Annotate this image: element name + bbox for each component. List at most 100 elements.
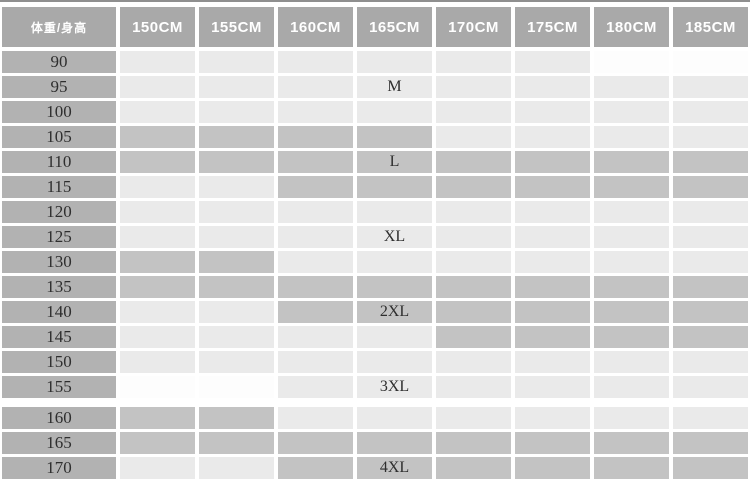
- grid-cell: [515, 351, 590, 373]
- grid-cell: [515, 176, 590, 198]
- weight-label-cell: 115: [2, 176, 116, 198]
- grid-cell: [120, 51, 195, 73]
- grid-cell: [199, 251, 274, 273]
- grid-cell: [594, 326, 669, 348]
- column-header-185cm: 185CM: [673, 7, 748, 47]
- table-row: 140 2XL: [2, 301, 748, 323]
- corner-header-cell: 体重/身高: [2, 7, 116, 47]
- grid-cell: [594, 457, 669, 479]
- grid-cell: [673, 457, 748, 479]
- grid-cell: [357, 176, 432, 198]
- grid-cell: [199, 432, 274, 454]
- table-row: 155 3XL: [2, 376, 748, 398]
- weight-label-cell: 130: [2, 251, 116, 273]
- grid-cell: [120, 301, 195, 323]
- grid-cell: [278, 76, 353, 98]
- table-row: 105: [2, 126, 748, 148]
- grid-cell: [436, 276, 511, 298]
- grid-cell: [278, 432, 353, 454]
- grid-cell: [120, 432, 195, 454]
- grid-cell: [199, 126, 274, 148]
- table-row: 110 L: [2, 151, 748, 173]
- grid-cell: [357, 201, 432, 223]
- grid-cell: [673, 276, 748, 298]
- grid-cell: [120, 376, 195, 398]
- grid-cell: [594, 176, 669, 198]
- grid-cell: [594, 251, 669, 273]
- grid-cell: [120, 176, 195, 198]
- size-label-cell: L: [357, 151, 432, 173]
- grid-cell: [120, 76, 195, 98]
- grid-cell: [120, 457, 195, 479]
- grid-cell: [436, 226, 511, 248]
- grid-cell: [199, 201, 274, 223]
- grid-cell: [120, 226, 195, 248]
- weight-label-cell: 125: [2, 226, 116, 248]
- grid-cell: [357, 51, 432, 73]
- grid-cell: [278, 101, 353, 123]
- grid-cell: [357, 432, 432, 454]
- grid-cell: [120, 326, 195, 348]
- table-row: 95 M: [2, 76, 748, 98]
- size-label-cell: XL: [357, 226, 432, 248]
- grid-cell: [278, 276, 353, 298]
- grid-cell: [120, 276, 195, 298]
- grid-cell: [673, 51, 748, 73]
- grid-cell: [436, 151, 511, 173]
- grid-cell: [436, 376, 511, 398]
- weight-label-cell: 145: [2, 326, 116, 348]
- grid-cell: [515, 151, 590, 173]
- table-row: 130: [2, 251, 748, 273]
- grid-cell: [436, 407, 511, 429]
- size-label-cell: 3XL: [357, 376, 432, 398]
- grid-cell: [120, 101, 195, 123]
- grid-cell: [436, 301, 511, 323]
- column-header-155cm: 155CM: [199, 7, 274, 47]
- grid-cell: [278, 407, 353, 429]
- grid-cell: [594, 201, 669, 223]
- grid-cell: [594, 226, 669, 248]
- grid-cell: [199, 226, 274, 248]
- grid-cell: [199, 407, 274, 429]
- grid-cell: [673, 301, 748, 323]
- grid-cell: [515, 126, 590, 148]
- grid-cell: [357, 101, 432, 123]
- grid-cell: [436, 432, 511, 454]
- column-header-165cm: 165CM: [357, 7, 432, 47]
- grid-cell: [515, 251, 590, 273]
- grid-cell: [278, 376, 353, 398]
- grid-cell: [278, 326, 353, 348]
- grid-cell: [515, 51, 590, 73]
- grid-cell: [673, 376, 748, 398]
- header-row: 体重/身高 150CM 155CM 160CM 165CM 170CM 175C…: [2, 7, 748, 47]
- grid-cell: [199, 301, 274, 323]
- grid-cell: [199, 176, 274, 198]
- grid-cell: [515, 101, 590, 123]
- grid-cell: [673, 151, 748, 173]
- weight-label-cell: 105: [2, 126, 116, 148]
- size-label-cell: M: [357, 76, 432, 98]
- table-row: 145: [2, 326, 748, 348]
- column-header-170cm: 170CM: [436, 7, 511, 47]
- grid-cell: [673, 251, 748, 273]
- grid-cell: [673, 176, 748, 198]
- grid-cell: [594, 101, 669, 123]
- grid-cell: [594, 376, 669, 398]
- grid-cell: [357, 251, 432, 273]
- grid-cell: [594, 151, 669, 173]
- grid-cell: [436, 351, 511, 373]
- grid-cell: [278, 151, 353, 173]
- grid-cell: [199, 76, 274, 98]
- grid-cell: [594, 351, 669, 373]
- grid-cell: [594, 126, 669, 148]
- grid-cell: [673, 432, 748, 454]
- grid-cell: [357, 326, 432, 348]
- table-row: 160: [2, 407, 748, 429]
- grid-cell: [199, 101, 274, 123]
- weight-label-cell: 95: [2, 76, 116, 98]
- grid-cell: [120, 126, 195, 148]
- grid-cell: [199, 457, 274, 479]
- grid-cell: [594, 76, 669, 98]
- grid-cell: [199, 351, 274, 373]
- grid-cell: [594, 432, 669, 454]
